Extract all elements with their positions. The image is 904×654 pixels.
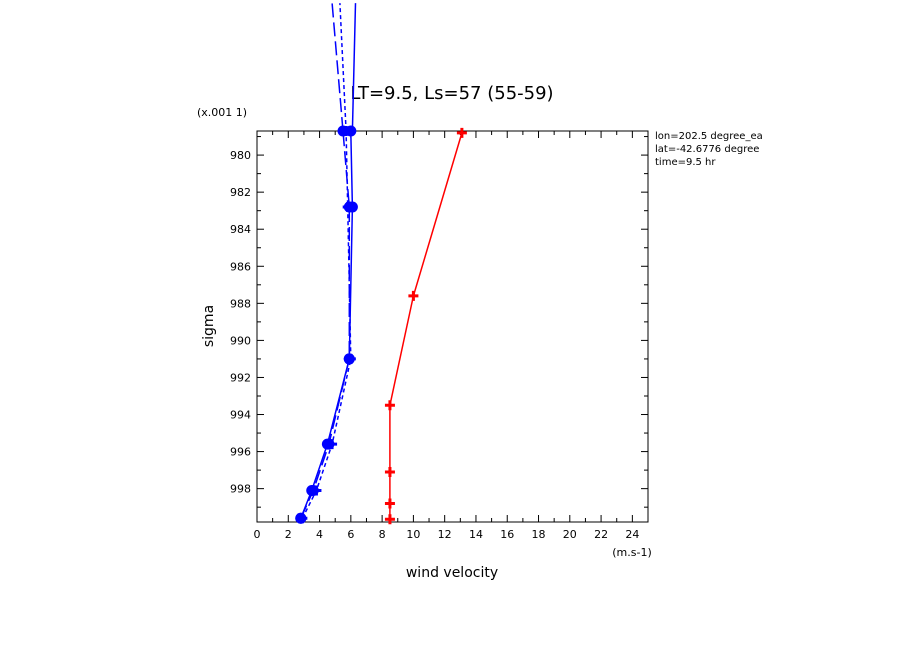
plot-frame xyxy=(256,130,649,523)
data-point xyxy=(297,513,308,524)
data-point xyxy=(341,126,352,136)
y-scale-label: (x.001 1) xyxy=(197,106,247,119)
x-tick-label: 16 xyxy=(500,528,514,541)
y-tick-label: 980 xyxy=(230,149,251,162)
x-tick-label: 24 xyxy=(625,528,639,541)
y-tick-label: 992 xyxy=(230,371,251,384)
data-point xyxy=(345,353,356,364)
offscale-trace xyxy=(339,3,347,131)
x-tick-label: 0 xyxy=(254,528,261,541)
y-tick-label: 994 xyxy=(230,409,251,422)
x-tick-label: 10 xyxy=(406,528,420,541)
series-markers xyxy=(295,125,467,525)
y-tick-label: 986 xyxy=(230,260,251,273)
x-tick-label: 12 xyxy=(438,528,452,541)
x-axis-label: wind velocity xyxy=(406,565,498,581)
y-tick-label: 990 xyxy=(230,334,251,347)
offscale-trace xyxy=(331,3,344,131)
annotation-time: time=9.5 hr xyxy=(655,157,716,168)
data-point xyxy=(311,485,322,496)
y-tick-label: 998 xyxy=(230,483,251,496)
data-point xyxy=(456,127,467,138)
offscale-traces xyxy=(331,3,357,131)
data-point xyxy=(327,439,338,450)
x-tick-label: 4 xyxy=(316,528,323,541)
data-point xyxy=(384,400,395,411)
x-tick-label: 20 xyxy=(563,528,577,541)
x-tick-label: 8 xyxy=(379,528,386,541)
series-line-1 xyxy=(300,130,351,519)
y-tick-label: 988 xyxy=(230,297,251,310)
chart-title: LT=9.5, Ls=57 (55-59) xyxy=(350,83,553,104)
x-tick-label: 22 xyxy=(594,528,608,541)
y-axis-label: sigma xyxy=(201,305,217,347)
annotation-lon: lon=202.5 degree_ea xyxy=(655,131,763,142)
x-tick-label: 18 xyxy=(532,528,546,541)
x-tick-label: 2 xyxy=(285,528,292,541)
series-lines xyxy=(300,130,463,520)
data-point xyxy=(384,514,395,525)
x-unit-label: (m.s-1) xyxy=(612,546,652,559)
data-point xyxy=(408,290,419,301)
y-tick-label: 982 xyxy=(230,186,251,199)
y-tick-label: 996 xyxy=(230,446,251,459)
data-point xyxy=(384,466,395,477)
series-line-3 xyxy=(389,132,463,520)
axes: 0 2 4 6 8 10 12 14 16 18 20 22 249809829849869889909… xyxy=(230,130,649,541)
y-tick-label: 984 xyxy=(230,223,251,236)
series-line-2 xyxy=(301,130,352,519)
x-tick-label: 14 xyxy=(469,528,483,541)
offscale-trace xyxy=(351,3,357,131)
data-point xyxy=(384,498,395,509)
data-point xyxy=(342,201,353,212)
annotation-lat: lat=-42.6776 degree xyxy=(655,144,759,155)
x-tick-label: 6 xyxy=(347,528,354,541)
